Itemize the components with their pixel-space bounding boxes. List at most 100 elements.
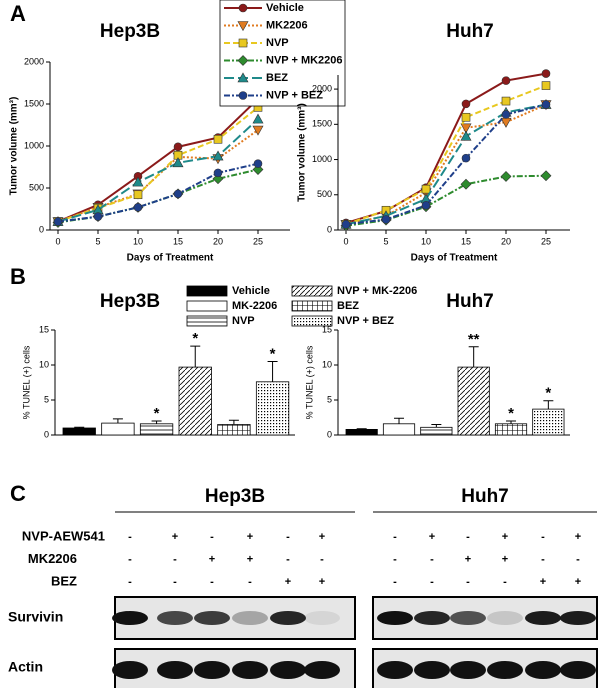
bar [494,423,528,436]
series-line [345,103,547,226]
point [237,72,249,83]
point [53,217,63,226]
error-bar [190,345,201,368]
legend-label: MK-2206 [232,300,277,312]
legend-label: NVP + BEZ [337,315,394,327]
treatment-sign: - [393,553,397,565]
treatment-sign: - [173,576,177,588]
bar [255,381,290,436]
blot-band [487,661,523,679]
bar [178,366,212,436]
treatment-sign: + [575,531,581,543]
blot-band [525,661,561,679]
point [212,150,224,161]
blot-band [157,611,193,625]
point [237,21,249,32]
bar [345,428,378,436]
error-bar [431,424,442,428]
blot-band [112,661,148,679]
blot-band [232,611,268,625]
error-bar [112,418,123,424]
bar [420,426,453,436]
x-tick-label: 10 [133,236,143,246]
band-label: Survivin [8,609,63,625]
y-tick-label: 1500 [24,98,44,108]
blot-band [270,661,306,679]
treatment-sign: - [286,531,290,543]
treatment-sign: - [128,576,132,588]
treatment-sign: + [319,531,325,543]
y-axis-label: % TUNEL (+) cells [21,345,31,419]
y-tick-label: 2000 [312,83,332,93]
point [253,159,263,168]
legend-label: NVP + MK-2206 [337,285,417,297]
series-line [57,168,259,224]
point [133,203,143,212]
treatment-sign: + [319,576,325,588]
treatment-sign: - [320,553,324,565]
error-bar [74,426,85,428]
point [541,69,551,78]
treatment-sign: - [393,576,397,588]
point [461,99,471,109]
x-tick-label: 15 [173,236,183,246]
y-tick-label: 1000 [24,140,44,150]
blot-band [112,611,148,625]
error-bar [543,400,554,410]
error-bar [267,361,278,382]
blot-band [525,611,561,625]
legend-swatch [186,315,228,327]
y-tick-label: 15 [322,324,332,334]
treatment-sign: - [576,553,580,565]
error-bar [506,420,517,424]
series-line [345,84,547,226]
point [500,171,512,182]
blot-band [232,661,268,679]
point [461,112,471,122]
legend-box [219,0,346,107]
blot-band [487,611,523,625]
point [461,153,471,163]
treatment-sign: - [393,531,397,543]
legend-label: NVP + MK2206 [266,54,343,66]
significance: * [545,385,551,402]
treatment-sign: - [541,553,545,565]
bar [382,423,416,436]
series-line [57,98,259,223]
treatment-sign: + [502,553,508,565]
cell-line-title: Huh7 [461,486,509,507]
treatment-sign: - [173,553,177,565]
panel-label: B [10,264,26,289]
point [421,184,431,194]
x-axis-label: Days of Treatment [411,253,498,264]
chart-title: Hep3B [100,291,160,312]
x-tick-label: 10 [421,236,431,246]
blot-band [560,661,596,679]
treatment-sign: + [285,576,291,588]
treatment-sign: - [430,553,434,565]
treatment-sign: + [209,553,215,565]
treatment-sign: + [429,531,435,543]
treatment-sign: - [210,531,214,543]
y-tick-label: 1000 [312,154,332,164]
treatment-sign: + [502,531,508,543]
point [213,134,223,144]
x-tick-label: 0 [55,236,60,246]
x-tick-label: 5 [95,236,100,246]
y-axis-label: % TUNEL (+) cells [304,345,314,419]
x-tick-label: 5 [383,236,388,246]
blot-band [304,661,340,679]
blot-band [414,611,450,625]
point [540,170,552,182]
bar [62,427,96,436]
treatment-label: NVP-AEW541 [22,528,105,543]
chart-title: Huh7 [446,291,494,312]
point [381,215,391,224]
y-tick-label: 0 [327,224,332,234]
blot-band [194,661,230,679]
point [238,38,248,48]
point [133,190,143,200]
legend-swatch [186,300,228,312]
treatment-sign: - [466,531,470,543]
point [173,142,183,152]
